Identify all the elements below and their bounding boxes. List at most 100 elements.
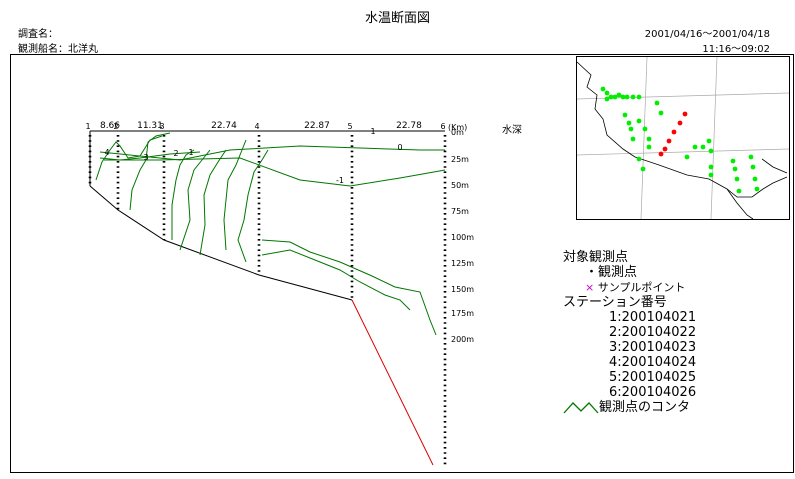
distance-label: 8.66 [100, 121, 120, 131]
map-station-dot [600, 86, 606, 92]
depth-tick-label: 150m [451, 285, 474, 294]
depth-tick-label: 0m [451, 128, 464, 137]
seafloor-line [89, 185, 353, 301]
contour-line-icon [563, 401, 599, 413]
map-station-dot [750, 164, 756, 170]
legend-station-2: 2:200104022 [609, 325, 697, 340]
extension-line [351, 299, 434, 466]
map-station-dot [684, 154, 690, 160]
map-station-dot [636, 156, 642, 162]
distance-label: 22.87 [304, 121, 330, 131]
map-station-dot [708, 164, 714, 170]
page-title: 水温断面図 [364, 11, 430, 26]
legend-obs-point: ・観測点 [585, 265, 638, 280]
coastline [576, 61, 788, 198]
station-number-label: 5 [347, 122, 352, 131]
map-station-dot [646, 144, 652, 150]
map-station-dot [622, 112, 628, 118]
map-station-dot [604, 96, 610, 102]
contour-value-label: 0 [397, 143, 402, 152]
legend-sample-point: × サンプルポイント [585, 281, 686, 294]
map-selected-station-dot [662, 146, 668, 152]
contour-value-label: 1 [370, 127, 375, 136]
map-station-dot [608, 94, 614, 100]
distance-label: 22.78 [396, 121, 422, 131]
map-selected-station-dot [666, 138, 672, 144]
legend-station-header: ステーション番号 [563, 295, 667, 310]
contour-line [104, 157, 446, 187]
depth-tick-label: 125m [451, 259, 474, 268]
legend-station-4: 4:200104024 [609, 355, 697, 370]
contour-value-label: 1 [188, 148, 193, 157]
map-station-dot [658, 110, 664, 116]
map-gridline [710, 56, 718, 220]
map-station-dot [640, 166, 646, 172]
map-station-dot [752, 176, 758, 182]
depth-tick-label: 100m [451, 233, 474, 242]
chart-frame [10, 54, 794, 473]
contour-value-label: 3 [143, 153, 148, 162]
map-station-dot [630, 94, 636, 100]
contour-value-label: -1 [336, 176, 344, 185]
contour-line [261, 239, 437, 336]
distance-label: 22.74 [211, 121, 237, 131]
map-station-dot [620, 94, 626, 100]
map-station-dot [636, 118, 642, 124]
legend-contour: 観測点のコンタ [563, 400, 696, 415]
contour-line [179, 149, 211, 251]
map-station-dot [616, 92, 622, 98]
contour-line [199, 149, 227, 256]
map-station-dot [754, 186, 760, 192]
contour-line [99, 151, 201, 161]
depth-tick-label: 175m [451, 309, 474, 318]
map-station-dot [636, 94, 642, 100]
contour-value-label: 4 [104, 148, 109, 157]
map-station-dot [654, 100, 660, 106]
map-station-dot [734, 176, 740, 182]
map-station-dot [630, 136, 636, 142]
depth-tick-label: 50m [451, 181, 469, 190]
map-station-dot [628, 126, 634, 132]
legend-station-1: 1:200104021 [609, 310, 697, 325]
station-number-label: 1 [85, 122, 90, 131]
obs-point-marker: ・ [585, 265, 599, 280]
contour-value-label: 2 [173, 149, 178, 158]
station-number-label: 4 [254, 122, 259, 131]
map-station-dot [692, 144, 698, 150]
contour-line [223, 139, 247, 251]
map-station-dot [730, 158, 736, 164]
map-selected-station-dot [677, 120, 683, 126]
contour-line [99, 145, 445, 161]
legend-station-5: 5:200104025 [609, 370, 697, 385]
depth-axis-title: 水深 [502, 124, 522, 136]
station-number-label: 6 [440, 122, 445, 131]
survey-name: 調査名： [18, 29, 58, 40]
map-station-dot [700, 144, 706, 150]
coastline [761, 158, 788, 174]
map-station-dot [736, 188, 742, 194]
sample-point-marker: × [585, 281, 595, 294]
map-station-dot [646, 136, 652, 142]
map-selected-station-dot [682, 111, 688, 117]
legend: 対象観測点 ・観測点 × サンプルポイント ステーション番号 1:2001040… [563, 250, 696, 415]
map-station-dot [748, 154, 754, 160]
map-station-dot [626, 120, 632, 126]
map-station-dot [612, 94, 618, 100]
depth-tick-label: 25m [451, 155, 469, 164]
station-number-label: 3 [159, 122, 164, 131]
map-selected-station-dot [658, 151, 664, 157]
map-station-dot [708, 172, 714, 178]
date-range: 2001/04/16～2001/04/18 [644, 29, 770, 40]
time-range: 11:16～09:02 [702, 44, 770, 55]
map-selected-station-dot [671, 129, 677, 135]
legend-station-3: 3:200104023 [609, 340, 697, 355]
station-map [576, 56, 790, 220]
contour-line [237, 149, 269, 263]
legend-station-6: 6:200104026 [609, 385, 697, 400]
coastline [726, 188, 754, 220]
map-station-dot [732, 166, 738, 172]
map-station-dot [642, 126, 648, 132]
map-station-dot [708, 148, 714, 154]
depth-tick-label: 75m [451, 207, 469, 216]
map-gridline [640, 56, 648, 220]
